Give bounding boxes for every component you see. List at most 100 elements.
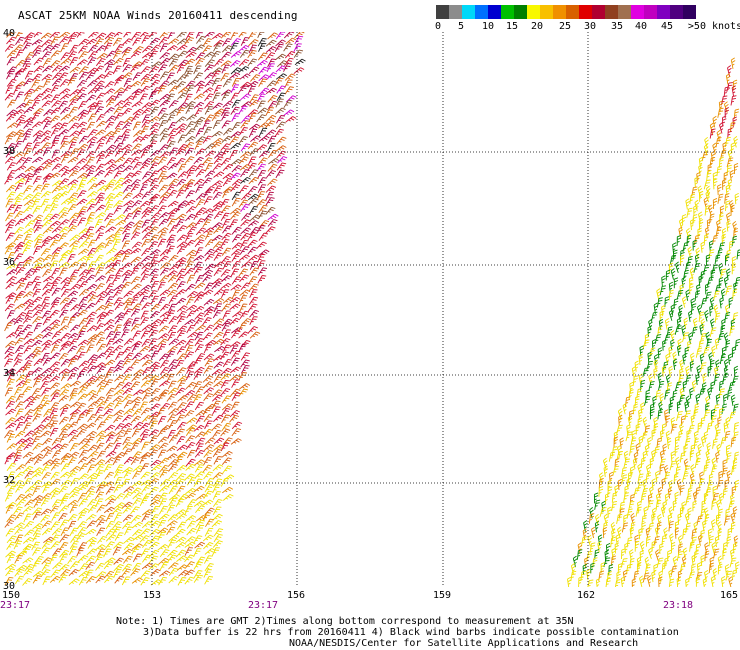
wind-barb [6, 471, 16, 481]
wind-barb [661, 365, 667, 377]
wind-barb [177, 577, 187, 586]
wind-barb [50, 521, 60, 530]
wind-barb [696, 304, 702, 317]
wind-barb [186, 310, 196, 319]
wind-barb [159, 469, 169, 478]
wind-barb [708, 240, 714, 252]
wind-barb [204, 507, 215, 516]
wind-barb [148, 50, 158, 60]
wind-barb [175, 473, 187, 481]
wind-barb [674, 381, 682, 392]
wind-barb [220, 477, 230, 487]
lon-label-165: 165 [719, 590, 739, 601]
wind-barb [60, 93, 72, 101]
wind-barb [103, 346, 115, 354]
wind-barb [85, 233, 95, 242]
wind-barb [51, 297, 61, 305]
wind-barb [167, 479, 178, 488]
wind-barb [94, 254, 104, 264]
wind-barb [635, 506, 642, 517]
wind-barb [159, 93, 171, 101]
wind-barb [7, 169, 17, 179]
wind-barb [95, 442, 105, 452]
wind-barb [150, 568, 161, 576]
wind-barb [724, 193, 730, 204]
wind-barb [140, 267, 151, 276]
wind-barb [212, 246, 224, 255]
wind-barb [598, 570, 605, 581]
wind-barb [698, 164, 703, 176]
wind-barb [151, 505, 160, 515]
wind-barb [220, 351, 230, 360]
wind-barb [33, 257, 45, 264]
wind-barb [142, 178, 154, 185]
wind-barb [603, 465, 609, 478]
wind-barb [194, 449, 205, 458]
wind-barb [177, 134, 187, 144]
wind-barb [14, 471, 25, 479]
wind-barb [85, 38, 97, 46]
wind-barb [167, 303, 177, 313]
wind-barb [140, 479, 152, 486]
wind-barb [696, 283, 701, 296]
wind-barb [690, 414, 696, 426]
wind-barb [222, 437, 233, 445]
wind-barb [79, 409, 90, 416]
wind-barb [78, 269, 90, 277]
wind-barb [705, 254, 711, 266]
wind-barb [112, 331, 121, 341]
wind-barb [103, 71, 114, 79]
wind-barb [114, 214, 126, 221]
wind-barb [41, 374, 53, 382]
wind-barb [49, 239, 60, 248]
wind-barb [204, 437, 216, 445]
wind-barb [141, 219, 151, 229]
wind-barb [294, 35, 304, 45]
wind-barb [122, 346, 132, 355]
wind-barb [204, 162, 214, 172]
wind-barb [644, 564, 651, 575]
wind-barb [688, 571, 695, 582]
wind-barb [58, 165, 70, 173]
wind-barb [703, 431, 709, 443]
wind-barb [40, 446, 52, 453]
wind-barb [85, 431, 97, 438]
wind-barb [31, 198, 41, 208]
wind-barb [15, 464, 27, 472]
wind-barb [258, 122, 270, 129]
wind-barb [570, 563, 576, 575]
wind-barb [76, 79, 87, 88]
wind-barb [5, 422, 17, 430]
wind-barb [22, 379, 32, 388]
wind-barb [123, 172, 135, 180]
wind-barb [42, 65, 53, 73]
wind-barb [168, 53, 179, 61]
wind-barb [6, 252, 16, 261]
wind-barb [230, 248, 242, 256]
wind-barb [676, 576, 681, 587]
wind-barb [112, 275, 122, 284]
wind-barb [121, 72, 133, 80]
wind-barb [202, 381, 214, 389]
wind-barb [634, 540, 640, 552]
wind-barb [184, 319, 196, 326]
wind-barb [240, 93, 251, 101]
wind-barb [176, 32, 187, 39]
wind-barb [673, 277, 679, 289]
wind-barb [49, 323, 60, 332]
wind-barb [148, 429, 160, 437]
wind-barb [706, 276, 714, 287]
wind-barb [696, 562, 702, 574]
wind-barb [249, 94, 259, 103]
wind-barb [274, 77, 284, 87]
wind-barb [176, 178, 187, 187]
wind-barb [23, 239, 34, 248]
wind-barb [132, 210, 142, 220]
wind-barb [67, 520, 77, 530]
wind-barb [157, 85, 167, 95]
wind-barb [193, 306, 205, 313]
wind-barb [634, 534, 639, 547]
wind-barb [205, 518, 215, 528]
wind-barb [275, 107, 286, 115]
wind-barb [141, 226, 153, 234]
